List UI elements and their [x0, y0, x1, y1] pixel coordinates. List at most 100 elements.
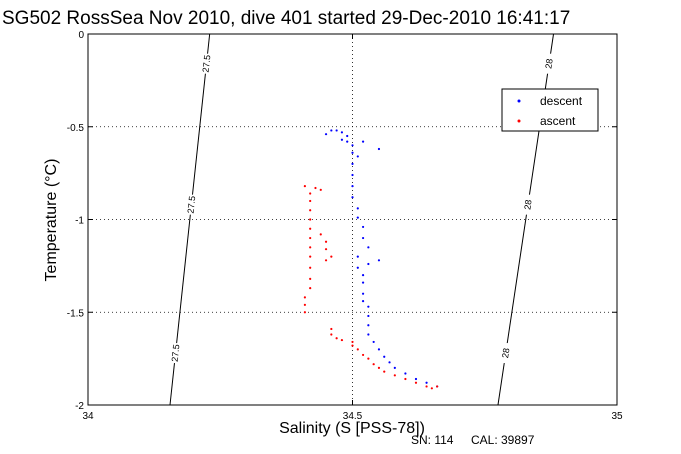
legend-marker-ascent — [517, 119, 521, 123]
point-descent-9 — [377, 147, 381, 151]
point-descent-38 — [404, 372, 407, 375]
data-points — [303, 129, 439, 390]
axis-ticks: 34 34.5 35 0 -0.5 -1 -1.5 -2 — [67, 30, 623, 422]
x-axis-label: Salinity (S [PSS-78]) — [279, 420, 425, 437]
point-ascent-10 — [309, 255, 312, 258]
point-ascent-2 — [319, 188, 322, 191]
point-ascent-24 — [335, 337, 338, 340]
isopycnal-label-bg-0-1 — [186, 194, 197, 215]
isopycnal-label-bg-1-2 — [500, 343, 511, 364]
point-ascent-9 — [309, 246, 312, 249]
point-ascent-7 — [309, 227, 312, 230]
point-descent-17 — [356, 216, 359, 219]
point-descent-21 — [356, 255, 359, 258]
y-tick-label-0: 0 — [78, 30, 84, 41]
point-ascent-19 — [303, 296, 306, 299]
point-descent-12 — [351, 162, 354, 165]
point-descent-26 — [361, 281, 365, 284]
point-ascent-21 — [303, 311, 306, 314]
point-ascent-3 — [309, 192, 312, 195]
point-ascent-18 — [309, 287, 312, 290]
point-ascent-11 — [319, 233, 322, 236]
point-descent-25 — [377, 259, 381, 262]
point-descent-10 — [351, 151, 354, 154]
point-descent-28 — [361, 300, 365, 303]
point-ascent-12 — [324, 240, 328, 243]
legend-marker-descent — [517, 99, 521, 103]
point-ascent-29 — [361, 353, 365, 357]
point-descent-27 — [361, 292, 365, 295]
x-tick-label-2: 35 — [611, 411, 623, 422]
isopycnal-label-bg-0-2 — [170, 343, 181, 364]
isopycnal-label-1-2: 28 — [500, 347, 511, 358]
point-descent-19 — [361, 236, 365, 240]
y-tick-label-2: -1 — [75, 216, 84, 227]
point-descent-4 — [346, 134, 349, 138]
point-descent-32 — [367, 333, 370, 336]
point-descent-34 — [377, 348, 381, 351]
point-ascent-38 — [430, 387, 433, 390]
isopycnal-label-0-0: 27.5 — [201, 54, 213, 72]
y-tick-label-4: -2 — [75, 401, 84, 412]
point-ascent-16 — [309, 266, 312, 269]
point-descent-29 — [367, 305, 370, 308]
point-descent-7 — [351, 144, 354, 147]
point-ascent-22 — [330, 327, 333, 331]
legend-box — [501, 88, 599, 132]
y-axis-label: Temperature (°C) — [43, 159, 60, 282]
point-ascent-35 — [404, 377, 407, 381]
point-ascent-23 — [330, 333, 333, 336]
point-ascent-14 — [330, 255, 333, 258]
point-descent-0 — [330, 129, 333, 132]
serial-number: SN: 114 — [411, 433, 454, 447]
point-ascent-32 — [377, 366, 381, 369]
point-ascent-20 — [303, 303, 306, 306]
point-ascent-36 — [414, 381, 418, 384]
point-descent-33 — [372, 340, 375, 344]
point-ascent-28 — [356, 348, 359, 351]
point-descent-23 — [361, 274, 365, 277]
point-ascent-26 — [351, 340, 354, 344]
point-descent-14 — [351, 185, 354, 188]
point-descent-11 — [356, 155, 359, 158]
point-ascent-8 — [309, 236, 312, 240]
isopycnal-label-1-0: 28 — [543, 58, 554, 69]
point-descent-31 — [367, 324, 370, 327]
x-tick-label-1: 34.5 — [343, 411, 363, 422]
isopycnal-label-0-1: 27.5 — [186, 195, 198, 213]
legend: descent ascent — [501, 88, 599, 132]
point-descent-40 — [425, 381, 428, 384]
x-tick-label-0: 34 — [82, 411, 94, 422]
isopycnal-label-1-1: 28 — [522, 199, 533, 210]
isopycnal-label-bg-0-0 — [201, 53, 212, 74]
point-descent-30 — [367, 314, 370, 318]
point-ascent-0 — [303, 185, 306, 188]
point-descent-6 — [346, 140, 349, 143]
point-descent-13 — [351, 173, 354, 177]
point-ascent-4 — [309, 199, 312, 203]
point-ascent-39 — [436, 385, 439, 388]
point-descent-2 — [340, 131, 344, 134]
legend-label-descent: descent — [540, 94, 583, 108]
point-descent-5 — [340, 138, 344, 141]
chart-title: SG502 RossSea Nov 2010, dive 401 started… — [2, 8, 570, 29]
point-descent-15 — [351, 196, 354, 199]
point-ascent-31 — [372, 363, 375, 366]
point-descent-37 — [393, 366, 396, 369]
point-descent-22 — [356, 266, 359, 269]
point-descent-39 — [414, 377, 418, 381]
point-ascent-27 — [351, 344, 354, 347]
point-ascent-25 — [340, 338, 344, 342]
point-ascent-1 — [314, 186, 317, 190]
point-ascent-34 — [393, 374, 396, 377]
point-descent-3 — [324, 133, 328, 136]
point-ascent-15 — [324, 259, 328, 262]
legend-label-ascent: ascent — [540, 114, 576, 128]
point-descent-35 — [383, 355, 386, 358]
point-ascent-5 — [309, 209, 312, 212]
point-descent-36 — [388, 361, 391, 364]
point-ascent-6 — [309, 218, 312, 221]
point-descent-18 — [361, 225, 365, 229]
calibration: CAL: 39897 — [471, 433, 535, 447]
